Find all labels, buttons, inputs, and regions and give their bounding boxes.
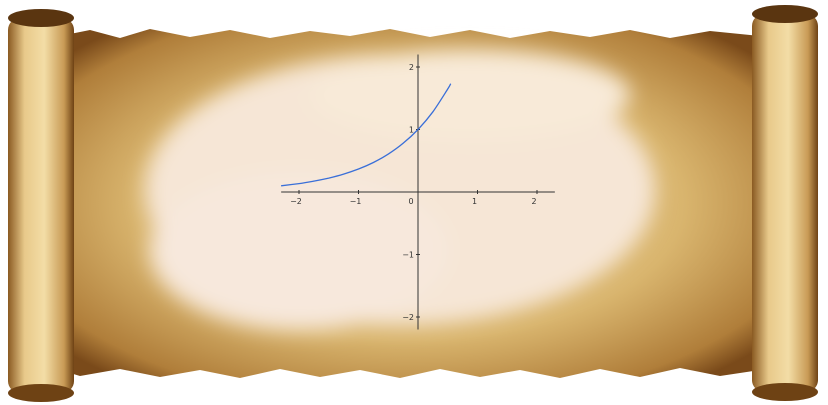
right-scroll-roll (752, 5, 818, 401)
axis-ticks: −2 −1 0 1 2 −2 −1 1 2 (290, 63, 538, 322)
x-tick-label: 1 (472, 197, 477, 206)
x-tick-label: −2 (290, 197, 302, 206)
x-tick-label: −1 (350, 197, 362, 206)
paper-highlight (145, 50, 655, 330)
function-plot: −2 −1 0 1 2 −2 −1 1 2 (281, 54, 555, 330)
x-tick-label: 0 (408, 197, 413, 206)
y-tick-label: 1 (409, 126, 414, 135)
y-tick-label: −1 (402, 251, 414, 260)
series-line (281, 83, 452, 187)
y-tick-label: 2 (409, 63, 414, 72)
y-tick-label: −2 (402, 313, 414, 322)
x-tick-label: 2 (531, 197, 536, 206)
left-scroll-roll (8, 9, 74, 402)
